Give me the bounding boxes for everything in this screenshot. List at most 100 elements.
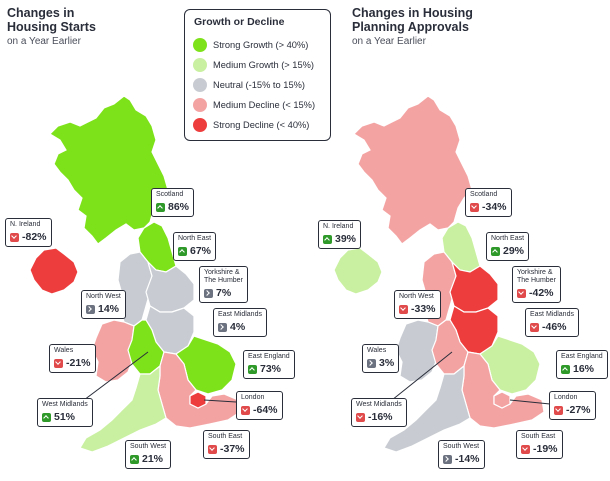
region-value: -16% [368,411,393,423]
region-value: 73% [260,363,282,375]
region-name: London [554,394,578,401]
label-wales: Wales 3% [362,344,400,373]
right-title-line2: Planning Approvals [352,20,469,34]
region-value: -42% [529,287,554,299]
region-value: 3% [379,357,395,369]
trend-icon [208,444,217,454]
trend-icon [367,358,376,368]
trend-icon [42,412,51,422]
trend-icon [554,405,563,415]
region-value: -64% [253,404,278,416]
legend-item-neutral: Neutral (-15% to 15%) [193,77,305,93]
legend-item-strong-decline: Strong Decline (< 40%) [193,117,309,133]
region-value: -46% [542,321,567,333]
label-london: London -64% [236,391,283,420]
leader-line-london-right [509,399,551,405]
label-north-east: North East 67% [173,232,217,261]
legend-item-medium-decline: Medium Decline (< 15%) [193,97,315,113]
region-value: 39% [335,233,357,245]
legend-swatch [193,98,207,112]
trend-icon [178,246,187,256]
legend: Growth or Decline Strong Growth (> 40%) … [184,9,331,141]
label-west-midlands: West Midlands 51% [37,398,93,427]
trend-icon [521,444,530,454]
region-value: 16% [573,363,595,375]
label-scotland: Scotland 86% [151,188,195,217]
label-wales: Wales -21% [49,344,96,373]
region-value: 29% [503,245,525,257]
trend-icon [54,358,63,368]
region-name: East England [248,353,290,360]
left-title-line1: Changes in [7,6,75,20]
trend-icon [491,246,500,256]
legend-label: Medium Growth (> 15%) [213,60,315,70]
region-scotland [353,95,473,245]
region-name: North East [491,235,525,242]
region-value: -82% [22,231,47,243]
label-south-west: South West -14% [438,440,485,469]
left-title-line2: Housing Starts [7,20,96,34]
region-name: Wales [54,347,74,354]
region-name: East England [561,353,603,360]
label-east-england: East England 16% [556,350,608,379]
legend-swatch [193,78,207,92]
region-value: 67% [190,245,212,257]
region-name: South West [443,443,480,450]
trend-icon [241,405,250,415]
region-value: -19% [533,443,558,455]
region-london [493,391,511,409]
trend-icon [248,364,257,374]
label-south-east: South East -19% [516,430,563,459]
label-east-england: East England 73% [243,350,295,379]
region-name: East Midlands [218,311,262,318]
region-value: 86% [168,201,190,213]
legend-swatch [193,118,207,132]
leader-line-london-left [203,399,237,403]
legend-swatch [193,38,207,52]
trend-icon [204,288,213,298]
region-name: West Midlands [356,401,402,408]
legend-label: Strong Growth (> 40%) [213,40,309,50]
region-name: North East [178,235,212,242]
legend-label: Neutral (-15% to 15%) [213,80,305,90]
legend-item-strong-growth: Strong Growth (> 40%) [193,37,308,53]
region-scotland [49,95,169,245]
trend-icon [130,454,139,464]
region-value: 4% [230,321,246,333]
trend-icon [218,322,227,332]
left-map-title: Changes in Housing Starts [7,6,96,34]
trend-icon [561,364,570,374]
legend-label: Medium Decline (< 15%) [213,100,316,110]
trend-icon [323,234,332,244]
right-map-subtitle: on a Year Earlier [352,36,426,47]
region-name: Yorkshire & The Humber [517,269,556,284]
region-name: North West [86,293,121,300]
region-yorkshire [145,261,195,313]
region-yorkshire [449,261,499,313]
label-yorkshire: Yorkshire & The Humber -42% [512,266,561,303]
trend-icon [470,202,479,212]
region-name: Wales [367,347,387,354]
region-name: South East [208,433,243,440]
region-value: -27% [566,404,591,416]
region-name: South West [130,443,167,450]
region-value: -37% [220,443,245,455]
trend-icon [530,322,539,332]
label-east-midlands: East Midlands -46% [525,308,579,337]
label-east-midlands: East Midlands 4% [213,308,267,337]
trend-icon [517,288,526,298]
trend-icon [356,412,365,422]
region-value: 7% [216,287,232,299]
label-scotland: Scotland -34% [465,188,512,217]
label-south-west: South West 21% [125,440,172,469]
trend-icon [443,454,452,464]
region-name: Yorkshire & The Humber [204,269,243,284]
region-value: 51% [54,411,76,423]
left-map-subtitle: on a Year Earlier [7,36,81,47]
region-name: N. Ireland [10,221,41,228]
right-map-title: Changes in Housing Planning Approvals [352,6,473,34]
region-name: South East [521,433,556,440]
label-london: London -27% [549,391,596,420]
leader-line-west-midlands-left [83,351,149,401]
